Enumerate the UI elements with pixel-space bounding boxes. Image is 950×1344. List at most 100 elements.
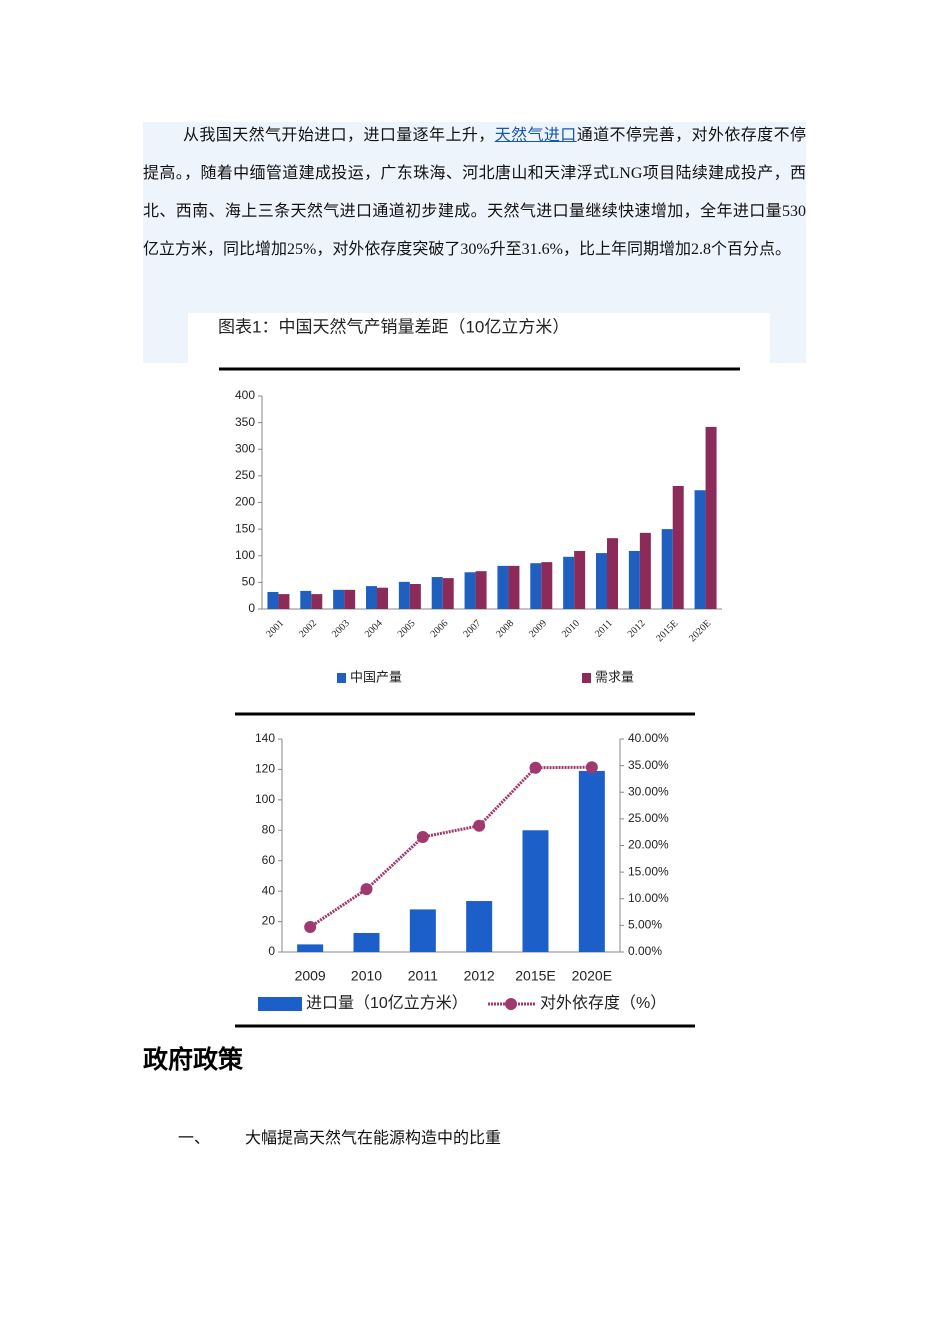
bar <box>607 538 618 609</box>
link[interactable]: 天然气进口 <box>494 127 577 144</box>
bar <box>508 565 520 609</box>
bar <box>442 578 454 609</box>
bar <box>705 426 717 609</box>
x-tick-label: 2020E <box>572 968 612 984</box>
legend-swatch <box>505 998 517 1010</box>
bar <box>661 529 673 609</box>
x-tick-label: 2007 <box>461 618 483 640</box>
y-tick-label: 400 <box>235 388 255 402</box>
x-tick-label: 2002 <box>297 618 319 640</box>
x-tick-label: 2009 <box>295 968 326 984</box>
y-tick-label: 250 <box>235 468 255 482</box>
bar <box>639 532 651 609</box>
x-tick-label: 2020E <box>687 618 713 644</box>
bar <box>409 583 421 609</box>
x-tick-label: 2005 <box>396 618 418 640</box>
x-tick-label: 2003 <box>330 618 352 640</box>
bar <box>344 589 356 609</box>
bar <box>522 830 549 952</box>
bar <box>333 589 345 609</box>
legend-swatch <box>337 673 346 683</box>
bar <box>398 581 410 609</box>
marker <box>304 920 317 933</box>
bar <box>497 565 509 609</box>
legend-swatch <box>258 997 302 1011</box>
y-tick-label: 40 <box>262 883 276 897</box>
bar <box>431 577 443 609</box>
bar <box>563 556 575 609</box>
x-tick-label: 2012 <box>464 968 495 984</box>
y2-tick-label: 30.00% <box>628 784 669 798</box>
bar <box>574 550 586 609</box>
marker <box>529 761 542 774</box>
y-tick-label: 300 <box>235 441 255 455</box>
y2-tick-label: 25.00% <box>628 811 669 825</box>
bar <box>530 563 542 609</box>
marker <box>585 761 598 774</box>
y-tick-label: 140 <box>255 731 275 745</box>
paragraph: 从我国天然气开始进口，进口量逐年上升，天然气进口通道不停完善，对外依存度不停提高… <box>143 117 806 269</box>
x-tick-label: 2010 <box>351 968 382 984</box>
y-tick-label: 200 <box>235 495 255 509</box>
chart-title: 图表1：中国天然气产销量差距（10亿立方米） <box>218 317 569 336</box>
bar <box>366 586 377 609</box>
line <box>309 765 592 929</box>
bar <box>475 571 487 609</box>
y-tick-label: 350 <box>235 415 255 429</box>
bar <box>311 594 323 609</box>
legend-label: 对外依存度（%） <box>540 994 666 1012</box>
y2-tick-label: 15.00% <box>628 864 669 878</box>
y-tick-label: 60 <box>262 853 276 867</box>
y-tick-label: 100 <box>255 792 275 806</box>
bar <box>464 572 476 609</box>
text: 通道不停完善，对外依存度不停提高。，随着中缅管道建成投运，广东珠海、河北唐山和天… <box>143 127 806 258</box>
y-tick-label: 0 <box>268 944 275 958</box>
marker <box>473 819 486 832</box>
y-tick-label: 150 <box>235 521 255 535</box>
x-tick-label: 2004 <box>363 618 385 640</box>
x-tick-label: 2010 <box>560 618 582 640</box>
bar <box>409 909 436 952</box>
text: 从我国天然气开始进口，进口量逐年上升， <box>183 127 495 144</box>
y2-tick-label: 10.00% <box>628 891 669 905</box>
y-tick-label: 0 <box>248 601 255 615</box>
y-tick-label: 120 <box>255 762 275 776</box>
bar <box>353 932 380 952</box>
y-tick-label: 100 <box>235 548 255 562</box>
bar <box>541 562 553 609</box>
y2-tick-label: 0.00% <box>628 944 662 958</box>
bar <box>300 590 312 609</box>
heading: 政府政策 <box>143 1047 244 1074</box>
list-text: 大幅提高天然气在能源构造中的比重 <box>245 1130 502 1147</box>
bar <box>628 550 640 609</box>
bar <box>672 485 684 609</box>
x-tick-label: 2006 <box>429 618 451 640</box>
list-marker: 一、 <box>178 1130 211 1147</box>
bar <box>297 944 324 952</box>
x-tick-label: 2015E <box>515 968 555 984</box>
x-tick-label: 2001 <box>264 618 286 640</box>
legend-swatch <box>582 673 591 683</box>
x-tick-label: 2011 <box>593 618 615 640</box>
x-tick-label: 2009 <box>527 618 549 640</box>
title-box <box>188 313 770 363</box>
x-tick-label: 2012 <box>626 618 648 640</box>
bar <box>694 490 706 609</box>
bar <box>267 591 279 609</box>
y2-tick-label: 35.00% <box>628 758 669 772</box>
legend-label: 需求量 <box>595 669 634 684</box>
y2-tick-label: 5.00% <box>628 918 662 932</box>
bar <box>596 553 607 609</box>
y-tick-label: 80 <box>262 822 276 836</box>
x-tick-label: 2008 <box>494 618 516 640</box>
marker <box>360 883 373 896</box>
bar <box>377 587 388 609</box>
y-tick-label: 20 <box>262 914 276 928</box>
legend-label: 进口量（10亿立方米） <box>306 994 468 1012</box>
marker <box>416 830 429 843</box>
bar <box>578 770 605 952</box>
bar <box>466 901 493 952</box>
x-tick-label: 2011 <box>408 968 438 984</box>
